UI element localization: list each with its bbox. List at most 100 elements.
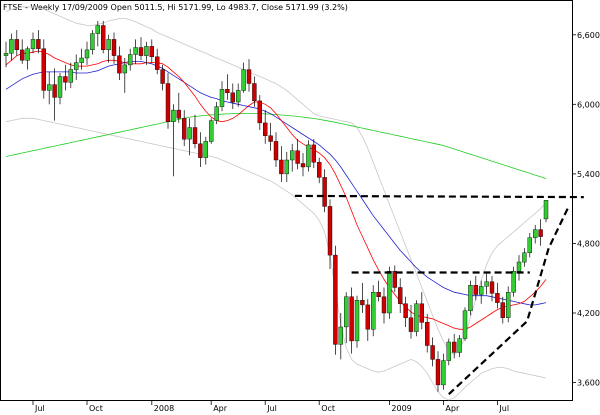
candle-body — [176, 109, 182, 119]
bollinger-bands — [5, 6, 547, 401]
candle-body — [149, 46, 155, 58]
candle-body — [387, 271, 392, 314]
candle — [192, 114, 198, 149]
candle — [138, 37, 144, 61]
candle-body — [360, 300, 365, 306]
candle-body — [9, 39, 14, 54]
candle — [360, 282, 365, 313]
candle-body — [527, 237, 532, 253]
candle-body — [63, 76, 68, 83]
candle-body — [430, 345, 435, 360]
candle — [473, 275, 478, 301]
y-axis: 6,600 6,000 5,400 4,800 4,200 3,600 — [572, 31, 600, 388]
candle-body — [398, 287, 403, 304]
y-tick-label: 4,200 — [577, 309, 600, 318]
candle-body — [479, 286, 484, 295]
candle-body — [284, 159, 289, 175]
candle — [522, 248, 527, 267]
candle-body — [57, 76, 63, 98]
candle — [392, 265, 397, 293]
candle — [446, 338, 451, 366]
candle — [327, 199, 333, 269]
candle-body — [511, 271, 516, 293]
candle — [295, 139, 300, 170]
trendline — [448, 208, 569, 396]
candle — [462, 307, 468, 341]
candle — [322, 169, 327, 213]
candle-body — [300, 163, 306, 168]
x-tick-label: Jul — [34, 404, 45, 413]
x-tick-label: Oct — [321, 404, 335, 413]
candle-body — [446, 341, 451, 361]
candle-body — [79, 57, 84, 63]
candle-body — [225, 89, 230, 94]
candle-body — [522, 252, 527, 263]
candle — [63, 64, 68, 91]
candle-body — [203, 141, 209, 158]
candle — [273, 132, 279, 167]
candle-body — [327, 206, 333, 256]
candle — [279, 146, 284, 182]
candle-body — [241, 69, 246, 91]
candle — [500, 296, 505, 324]
y-tick-label: 5,400 — [577, 170, 600, 179]
candle — [419, 292, 424, 330]
candle — [376, 280, 381, 302]
candle-body — [273, 141, 279, 161]
candle-body — [117, 55, 122, 74]
candle — [516, 255, 522, 281]
candle — [484, 273, 489, 295]
candle — [381, 287, 387, 324]
candle-body — [419, 303, 424, 323]
candle — [506, 286, 511, 323]
x-tick-label: Oct — [89, 404, 103, 413]
x-tick-label: 2009 — [391, 404, 411, 413]
x-tick-label: Jul — [498, 404, 509, 413]
candle-body — [36, 39, 41, 49]
candle-body — [414, 303, 419, 332]
candle — [527, 233, 532, 258]
candle-body — [381, 296, 387, 314]
candle-body — [279, 159, 284, 175]
candle-body — [257, 100, 262, 124]
candle — [268, 122, 273, 151]
candle-body — [138, 47, 144, 56]
candle — [36, 30, 41, 54]
candle — [435, 351, 441, 392]
candle-body — [144, 46, 149, 56]
candle — [387, 266, 392, 319]
candle — [284, 151, 289, 182]
candle-body — [160, 69, 165, 84]
candle — [468, 280, 473, 316]
candle — [398, 278, 403, 313]
candle-body — [230, 92, 236, 103]
candle — [365, 299, 370, 341]
candle-body — [154, 56, 160, 70]
candle-body — [484, 281, 489, 287]
candle-body — [14, 39, 20, 51]
candle — [3, 41, 9, 68]
candle-body — [365, 304, 370, 330]
trendlines — [294, 194, 584, 396]
candle — [25, 46, 30, 70]
candle — [20, 39, 25, 64]
candle-body — [187, 127, 192, 140]
candle — [95, 20, 101, 47]
candle-body — [268, 135, 273, 142]
candle-body — [252, 83, 257, 102]
candle — [149, 39, 155, 63]
candle-body — [435, 359, 441, 386]
candle — [165, 73, 171, 129]
candle-body — [441, 360, 446, 386]
candle-body — [495, 293, 500, 303]
candle — [73, 54, 79, 80]
candles — [3, 20, 549, 392]
candle-body — [403, 303, 408, 318]
candle — [457, 335, 462, 358]
candle — [349, 287, 354, 354]
candle — [408, 304, 414, 339]
candle-body — [333, 254, 338, 345]
candle-body — [181, 118, 187, 140]
candle-body — [506, 292, 511, 318]
